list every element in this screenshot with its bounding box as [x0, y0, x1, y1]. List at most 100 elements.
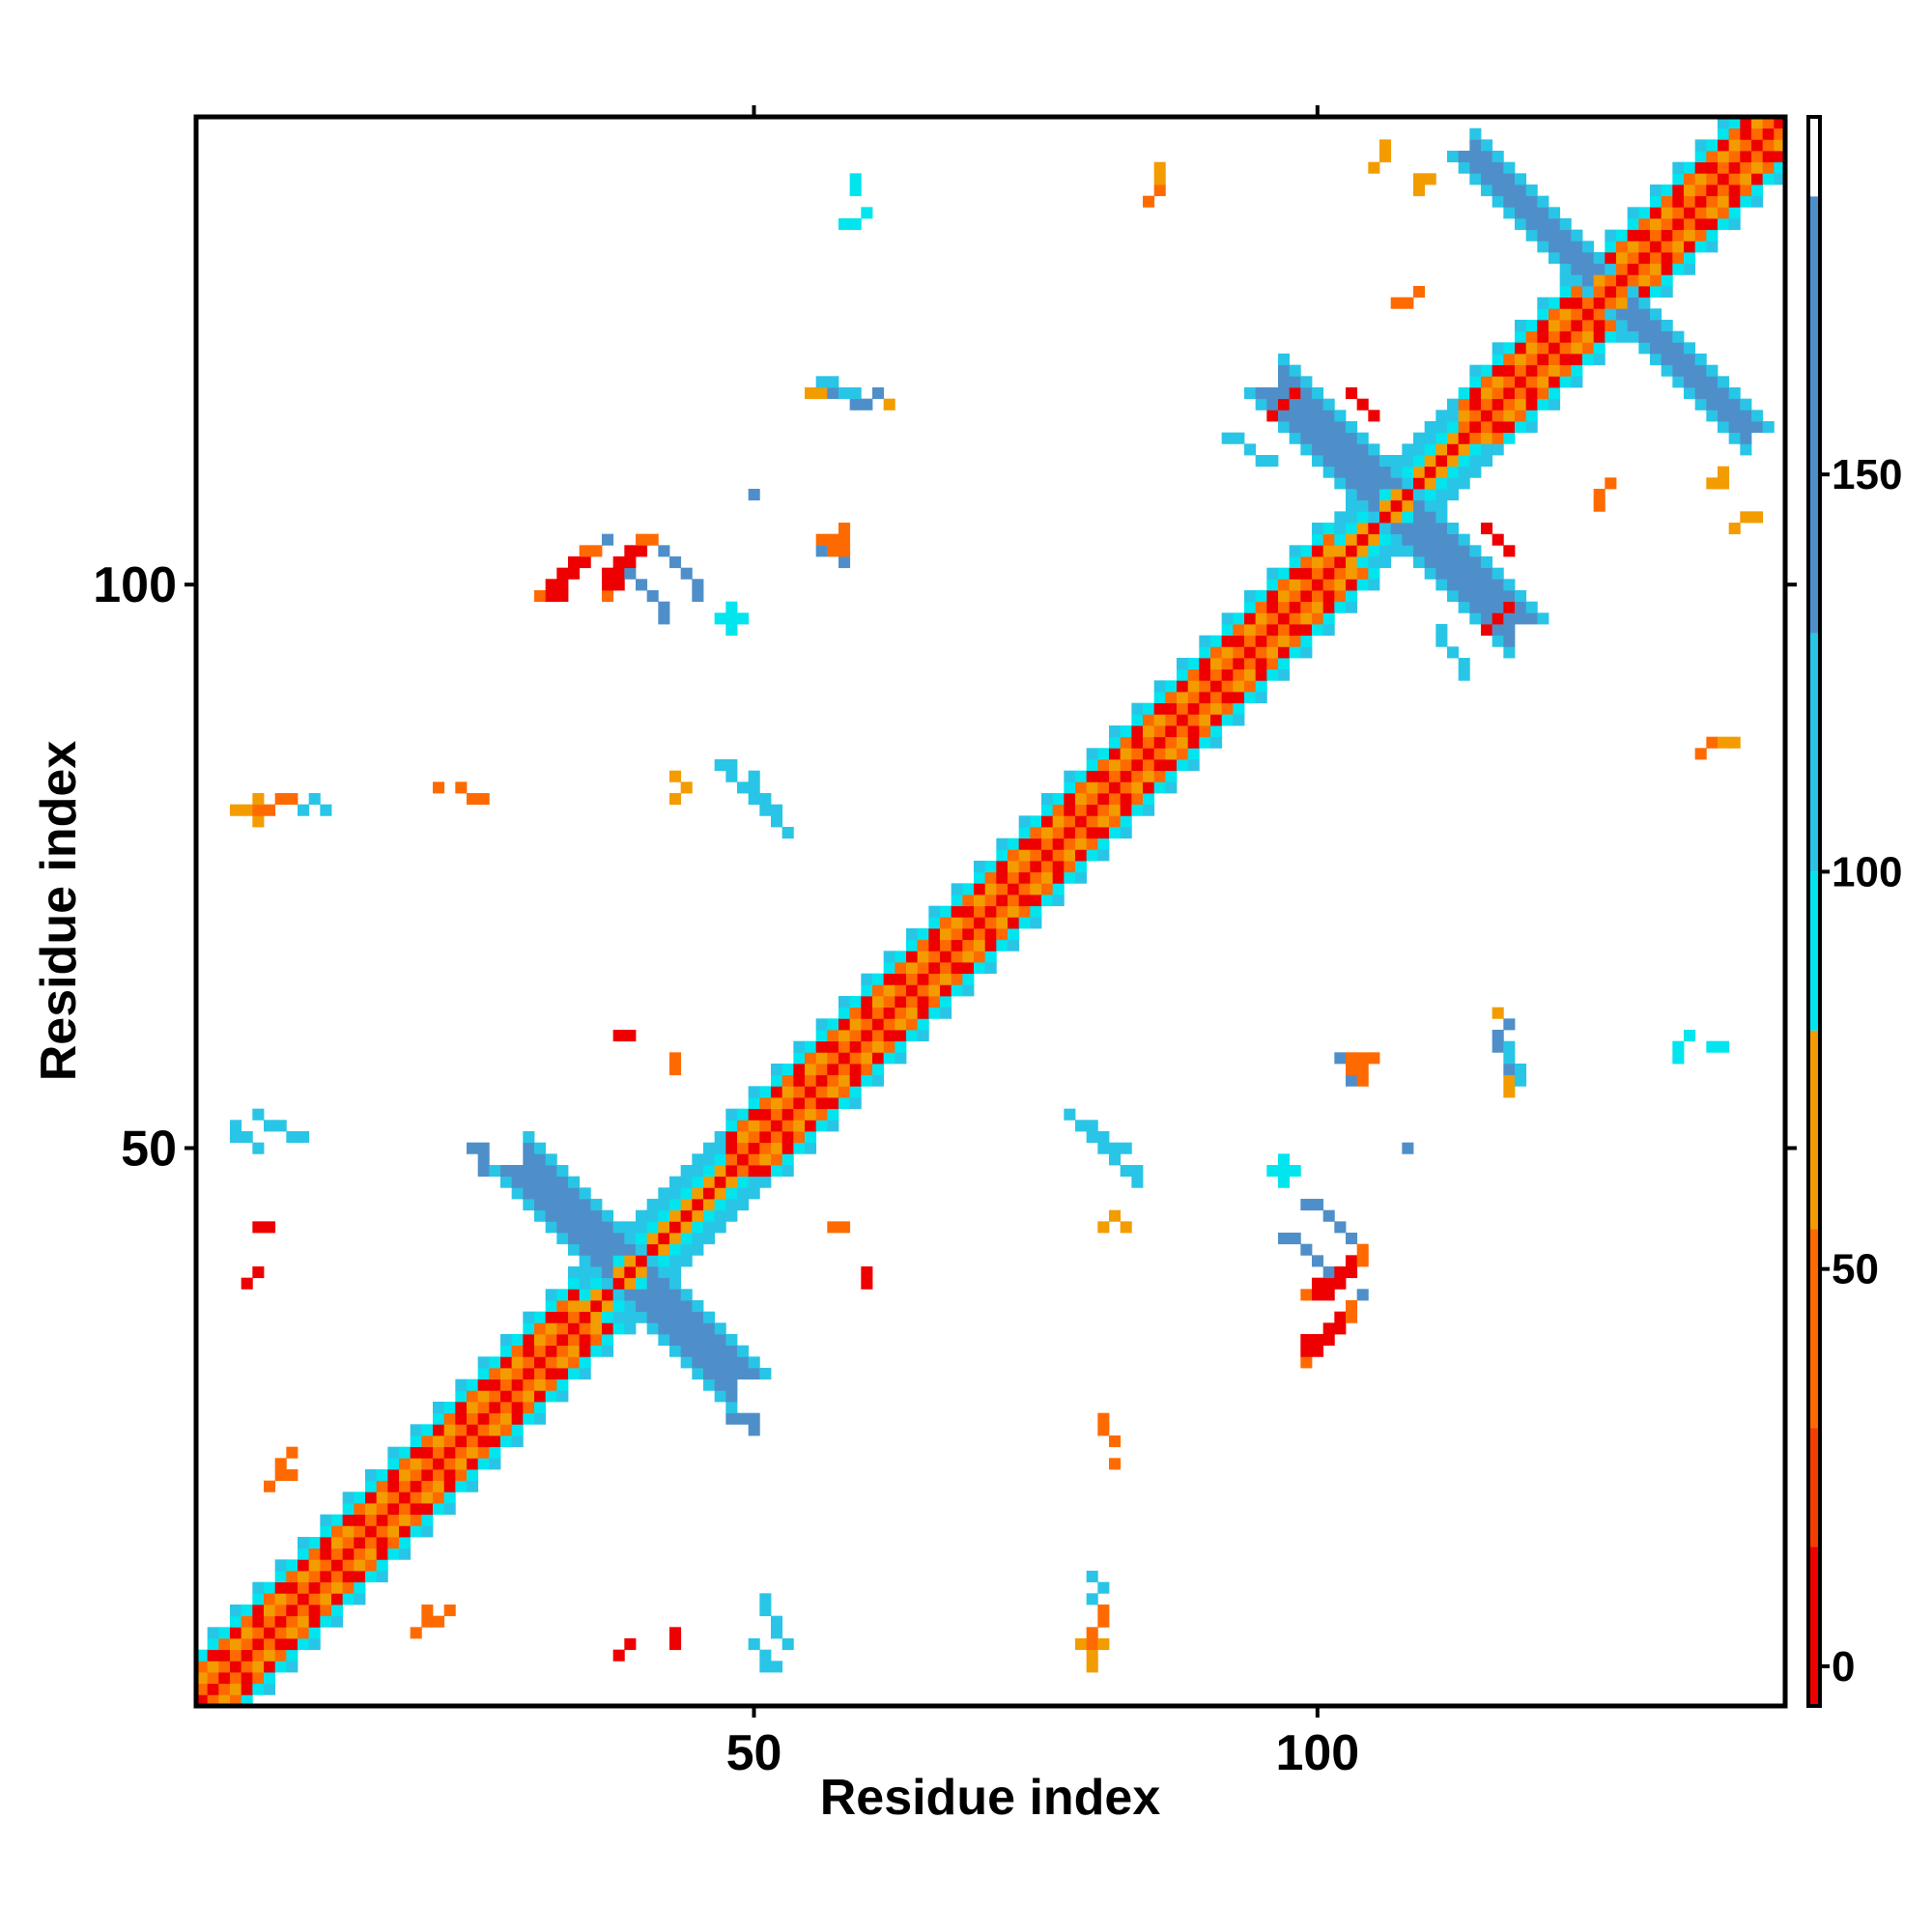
- heatmap-cell: [1322, 612, 1335, 625]
- heatmap-cell: [1627, 286, 1639, 298]
- heatmap-cell: [534, 1176, 547, 1188]
- heatmap-cell: [714, 1390, 726, 1403]
- heatmap-cell: [951, 895, 963, 907]
- heatmap-cell: [1515, 342, 1527, 355]
- heatmap-cell: [1582, 241, 1595, 253]
- heatmap-cell: [1210, 714, 1223, 726]
- heatmap-cell: [1492, 579, 1504, 591]
- heatmap-cell: [410, 1469, 422, 1482]
- heatmap-cell: [1064, 1108, 1076, 1121]
- heatmap-cell: [298, 1593, 310, 1605]
- heatmap-cell: [680, 1221, 693, 1234]
- heatmap-cell: [568, 1199, 581, 1211]
- heatmap-cell: [342, 1581, 355, 1594]
- heatmap-cell: [737, 612, 750, 625]
- heatmap-cell: [1469, 601, 1482, 613]
- heatmap-cell: [872, 1030, 885, 1042]
- heatmap-cell: [1424, 466, 1436, 478]
- heatmap-cell: [331, 1605, 344, 1617]
- heatmap-cell: [1379, 151, 1392, 163]
- heatmap-cell: [1435, 523, 1448, 535]
- heatmap-cell: [207, 1672, 219, 1685]
- heatmap-cell: [264, 1581, 276, 1594]
- heatmap-cell: [703, 1368, 716, 1380]
- heatmap-cell: [1153, 173, 1166, 185]
- heatmap-cell: [1266, 1165, 1279, 1178]
- heatmap-cell: [1740, 511, 1752, 524]
- heatmap-cell: [264, 1683, 276, 1695]
- heatmap-cell: [308, 1571, 321, 1583]
- heatmap-cell: [342, 1492, 355, 1504]
- heatmap-cell: [805, 387, 817, 400]
- heatmap-cell: [906, 962, 919, 975]
- heatmap-cell: [308, 1615, 321, 1628]
- heatmap-cell: [1718, 477, 1730, 490]
- heatmap-cell: [771, 1097, 783, 1110]
- heatmap-cell: [669, 1277, 682, 1290]
- heatmap-cell: [1481, 579, 1493, 591]
- heatmap-cell: [1413, 477, 1426, 490]
- heatmap-cell: [1740, 151, 1752, 163]
- heatmap-cell: [1515, 601, 1527, 613]
- heatmap-cell: [1492, 398, 1504, 411]
- heatmap-cell: [1661, 274, 1673, 287]
- heatmap-cell: [1030, 815, 1042, 828]
- heatmap-cell: [759, 1120, 772, 1132]
- heatmap-cell: [1515, 590, 1527, 603]
- heatmap-cell: [612, 1649, 625, 1662]
- heatmap-cell: [1537, 330, 1549, 343]
- heatmap-cell: [781, 1064, 794, 1076]
- heatmap-cell: [1346, 1266, 1358, 1279]
- heatmap-cell: [230, 1649, 242, 1662]
- heatmap-cell: [286, 1605, 298, 1617]
- heatmap-cell: [1165, 680, 1178, 693]
- heatmap-cell: [1672, 195, 1685, 208]
- heatmap-cell: [781, 1638, 794, 1651]
- heatmap-cell: [579, 1322, 591, 1335]
- heatmap-cell: [523, 1187, 535, 1200]
- heatmap-cell: [748, 1120, 760, 1132]
- heatmap-cell: [354, 1492, 366, 1504]
- heatmap-cell: [467, 1446, 479, 1459]
- heatmap-cell: [1627, 320, 1639, 332]
- heatmap-cell: [500, 1165, 513, 1178]
- heatmap-cell: [849, 1064, 862, 1076]
- heatmap-cell: [298, 1571, 310, 1583]
- heatmap-cell: [1515, 364, 1527, 377]
- heatmap-cell: [331, 1537, 344, 1549]
- heatmap-cell: [1346, 523, 1358, 535]
- heatmap-cell: [815, 1108, 828, 1121]
- heatmap-cell: [1153, 714, 1166, 726]
- heatmap-cell: [556, 1221, 569, 1234]
- heatmap-cell: [692, 1311, 704, 1323]
- heatmap-cell: [1515, 1074, 1527, 1087]
- heatmap-cell: [196, 1672, 209, 1685]
- heatmap-cell: [1278, 1176, 1291, 1188]
- heatmap-cell: [962, 895, 975, 907]
- heatmap-cell: [1435, 410, 1448, 422]
- heatmap-cell: [342, 1503, 355, 1516]
- heatmap-cell: [1131, 759, 1144, 772]
- heatmap-cell: [1706, 207, 1719, 219]
- heatmap-cell: [1052, 827, 1065, 839]
- heatmap-cell: [1525, 601, 1538, 613]
- heatmap-cell: [534, 590, 547, 603]
- heatmap-cell: [1638, 320, 1651, 332]
- heatmap-cell: [1064, 815, 1076, 828]
- heatmap-cell: [861, 996, 873, 1009]
- heatmap-cell: [568, 556, 581, 569]
- heatmap-cell: [1346, 1233, 1358, 1245]
- colorbar-tick-label: 50: [1832, 1246, 1879, 1293]
- heatmap-cell: [1503, 646, 1516, 659]
- heatmap-cell: [1008, 871, 1020, 884]
- heatmap-cell: [534, 1311, 547, 1323]
- heatmap-cell: [308, 793, 321, 806]
- heatmap-cell: [410, 1492, 422, 1504]
- heatmap-cell: [1525, 376, 1538, 388]
- heatmap-cell: [872, 973, 885, 985]
- heatmap-cell: [759, 1605, 772, 1617]
- heatmap-cell: [714, 1221, 726, 1234]
- heatmap-cell: [748, 1412, 760, 1425]
- heatmap-cell: [883, 951, 895, 963]
- heatmap-cell: [1650, 342, 1662, 355]
